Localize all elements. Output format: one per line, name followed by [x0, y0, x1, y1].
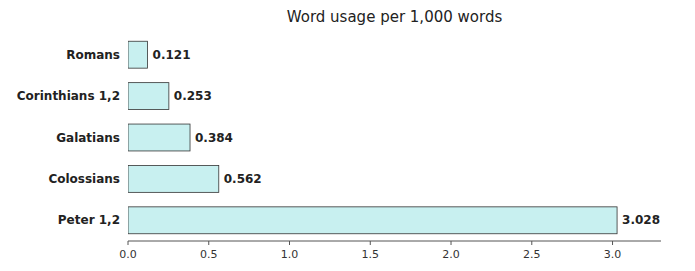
bar	[128, 165, 219, 192]
category-label: Colossians	[48, 172, 120, 186]
bars	[128, 41, 617, 234]
x-tick	[208, 241, 209, 245]
chart-svg: Word usage per 1,000 words 0.0 0.5 1.0 1.5 2.…	[0, 0, 695, 271]
x-tick-label: 1.0	[281, 248, 299, 261]
x-tick-label: 3.0	[604, 248, 622, 261]
x-tick-label: 0.5	[200, 248, 218, 261]
data-label: 0.121	[153, 48, 191, 62]
bar	[128, 83, 169, 110]
bar	[128, 41, 148, 68]
x-tick-label: 0.0	[119, 248, 137, 261]
x-tick	[451, 241, 452, 245]
x-tick	[289, 241, 290, 245]
chart-container: Word usage per 1,000 words 0.0 0.5 1.0 1.5 2.…	[0, 0, 695, 271]
x-tick	[531, 241, 532, 245]
bar	[128, 124, 190, 151]
y-axis: Peter 1,2 Colossians Galatians Corinthians …	[17, 48, 120, 228]
category-label: Corinthians 1,2	[17, 89, 120, 103]
category-label: Peter 1,2	[58, 213, 120, 227]
category-label: Galatians	[56, 131, 120, 145]
bar	[128, 207, 617, 234]
data-label: 0.562	[224, 172, 262, 186]
data-labels: 3.028 0.562 0.384 0.253 0.121	[153, 48, 660, 228]
x-axis-line	[128, 241, 661, 242]
x-tick	[612, 241, 613, 245]
category-label: Romans	[66, 48, 120, 62]
data-label: 3.028	[622, 213, 660, 227]
data-label: 0.253	[174, 89, 212, 103]
x-axis: 0.0 0.5 1.0 1.5 2.0 2.5 3.0	[119, 241, 661, 261]
chart-title: Word usage per 1,000 words	[287, 8, 503, 26]
data-label: 0.384	[195, 131, 233, 145]
x-tick-label: 2.0	[442, 248, 460, 261]
x-tick-label: 2.5	[523, 248, 541, 261]
x-tick-label: 1.5	[362, 248, 380, 261]
x-tick	[370, 241, 371, 245]
x-tick	[128, 241, 129, 245]
